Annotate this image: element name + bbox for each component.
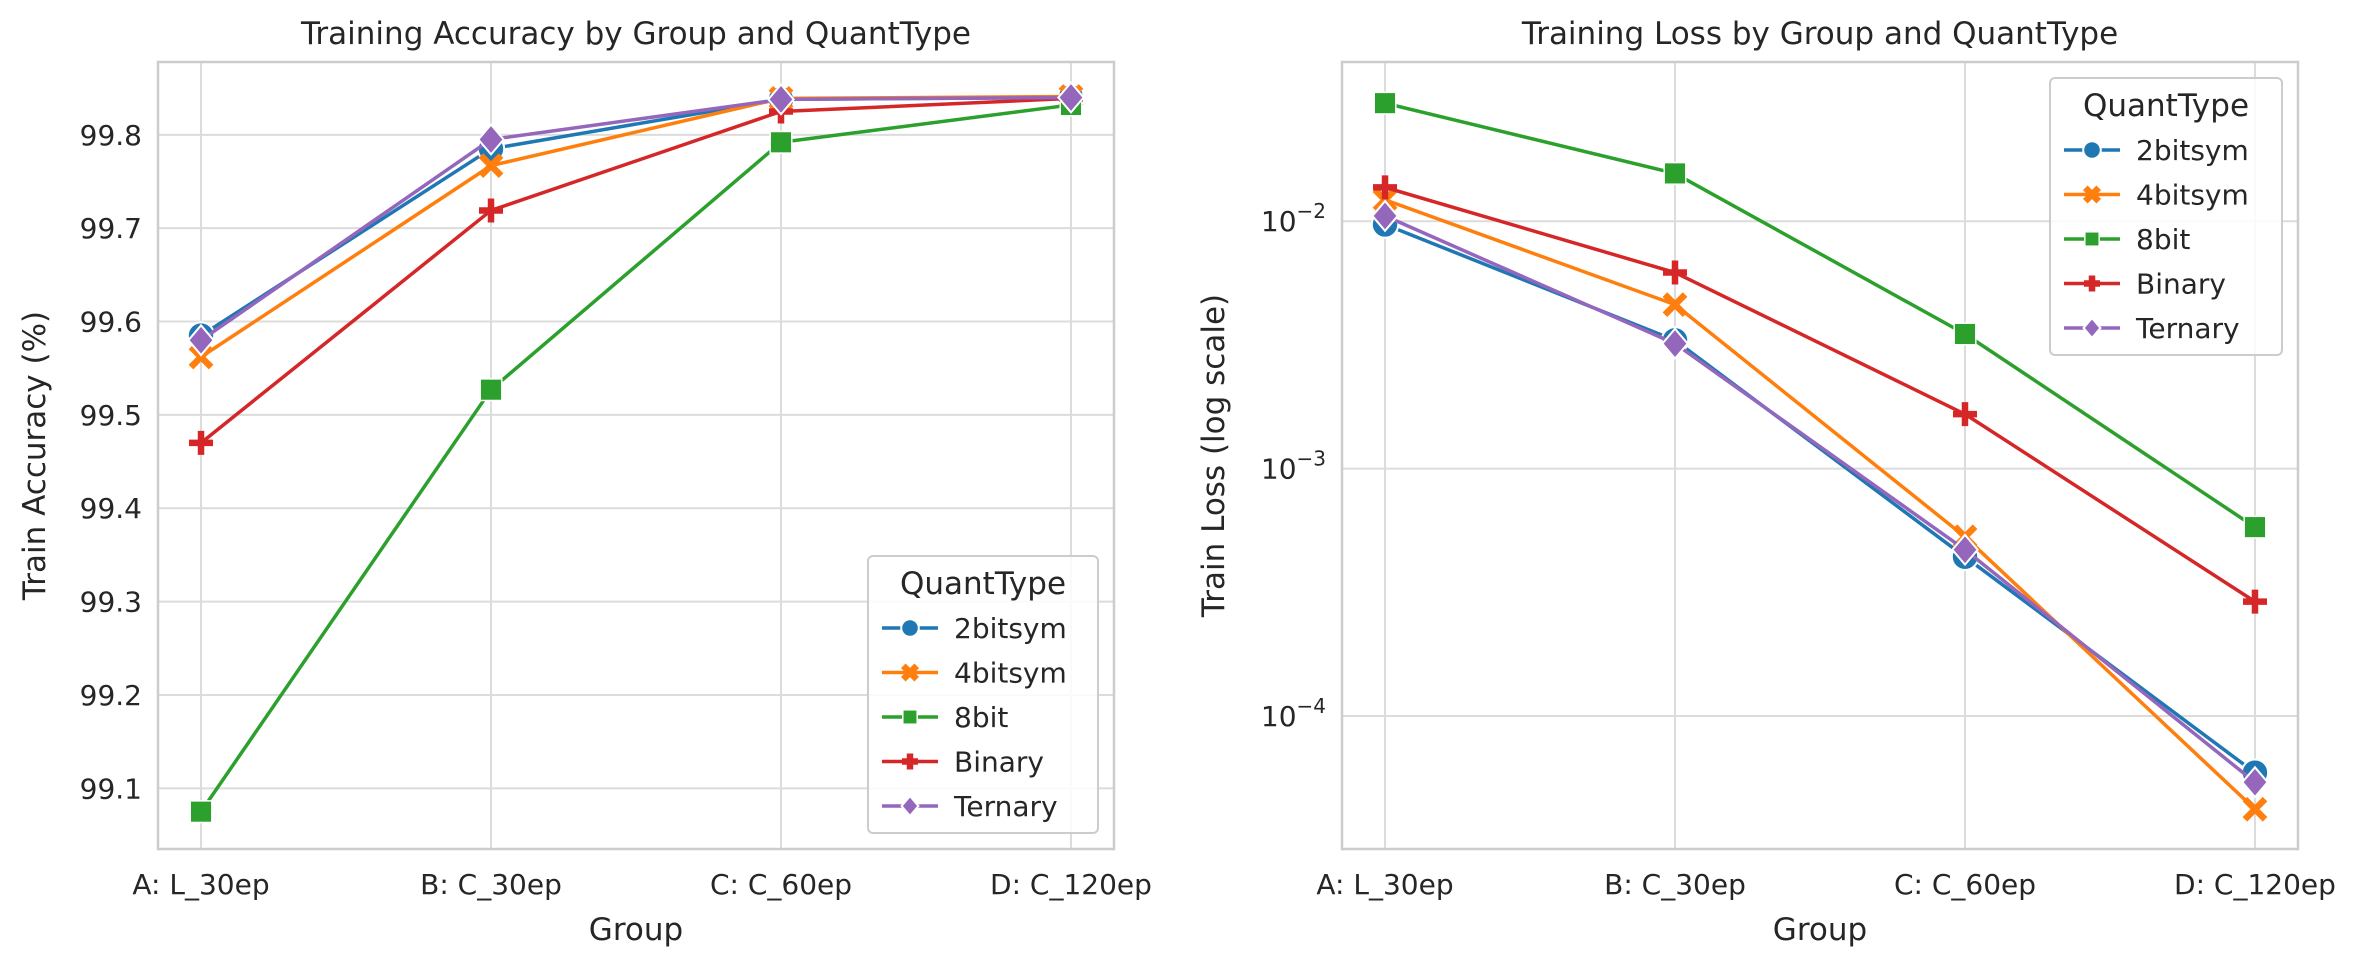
legend-label: 8bit: [2136, 223, 2190, 256]
legend: QuantType 2bitsym 4bitsym 8bit Binary Ternary: [867, 555, 1099, 834]
legend-marker: [2082, 185, 2102, 204]
y-tick-base: 10: [1261, 700, 1297, 733]
y-axis-label: Train Accuracy (%): [17, 311, 53, 601]
x-axis-label: Group: [589, 912, 683, 948]
x-tick-label: D: C_120ep: [2174, 868, 2336, 901]
legend-marker: [2084, 231, 2100, 247]
data-point: [1373, 175, 1398, 200]
legend-marker: [900, 794, 920, 818]
data-point: [767, 82, 795, 116]
series-Ternary: [1371, 199, 2269, 799]
x-tick-label: A: L_30ep: [132, 868, 269, 901]
chart-title: Training Loss by Group and QuantType: [1521, 16, 2118, 52]
legend-marker: [2082, 316, 2102, 340]
data-point: [2243, 515, 2267, 539]
legend-marker: [902, 709, 918, 725]
series-8bit: [1373, 91, 2267, 539]
data-point: [1371, 199, 1399, 233]
legend-label: Ternary: [953, 790, 1058, 823]
data-point: [477, 123, 505, 156]
y-tick-exponent: −3: [1297, 447, 1326, 471]
series-Binary: [1373, 175, 2267, 614]
data-point: [1661, 327, 1689, 361]
data-point: [189, 800, 213, 824]
legend-label: 2bitsym: [2136, 134, 2249, 167]
legend-label: Ternary: [2135, 312, 2240, 345]
data-point: [1952, 402, 1977, 427]
legend-label: Binary: [2136, 268, 2226, 301]
legend: QuantType 2bitsym 4bitsym 8bit Binary Ternary: [2049, 77, 2283, 356]
data-point: [189, 430, 214, 455]
y-tick-label: 99.1: [80, 772, 142, 805]
data-point: [769, 130, 793, 154]
chart-panel-1: A: L_30ep B: C_30ep C: C_60ep D: C_120ep 99.…: [17, 16, 1152, 948]
y-tick-base: 10: [1261, 453, 1297, 486]
y-tick-label: 99.5: [80, 399, 142, 432]
y-tick-label: 99.4: [80, 492, 142, 525]
legend-box: [2049, 77, 2283, 356]
data-point: [1663, 161, 1687, 185]
plot-frame: [1340, 60, 2300, 851]
series-8bit: [189, 93, 1083, 824]
legend-label: 8bit: [954, 701, 1008, 734]
data-point: [1953, 322, 1977, 346]
series-line: [1384, 101, 2256, 529]
series-line: [200, 95, 1071, 342]
y-tick-label: 99.8: [80, 119, 142, 152]
y-tick-exponent: −2: [1297, 199, 1326, 223]
data-point: [187, 323, 215, 357]
x-axis-label: Group: [1773, 912, 1867, 948]
series-line: [1384, 185, 2256, 604]
y-tick-label: 10−4: [1261, 694, 1326, 733]
data-point: [1057, 81, 1085, 114]
x-tick-label: C: C_60ep: [1894, 868, 2036, 901]
series-line: [1384, 214, 2257, 784]
series-line: [199, 103, 1072, 813]
data-point: [1373, 91, 1397, 115]
data-point: [2242, 589, 2267, 614]
legend-label: 4bitsym: [2136, 179, 2249, 212]
legend-marker: [900, 663, 920, 682]
legend-marker: [900, 618, 920, 638]
x-tick-label: B: C_30ep: [1604, 868, 1746, 901]
y-tick-label: 10−2: [1261, 199, 1326, 238]
legend-label: 4bitsym: [954, 657, 1067, 690]
series-line: [199, 96, 1072, 445]
y-tick-label: 99.6: [80, 306, 142, 339]
plot-frame: [156, 60, 1116, 851]
legend-title: QuantType: [2083, 88, 2249, 124]
data-point: [1662, 292, 1688, 318]
data-point: [1951, 533, 1979, 567]
legend-label: 2bitsym: [954, 612, 1067, 645]
series-Ternary: [187, 81, 1085, 357]
legend-label: Binary: [954, 746, 1044, 779]
y-tick-label: 99.2: [80, 679, 142, 712]
legend-box: [867, 555, 1099, 834]
y-tick-label: 10−3: [1261, 447, 1326, 486]
data-point: [479, 198, 504, 223]
series-line: [1384, 198, 2257, 811]
legend-marker: [2082, 140, 2102, 160]
data-point: [478, 153, 504, 179]
data-point: [188, 344, 214, 370]
y-tick-label: 99.7: [80, 212, 142, 245]
chart-title: Training Accuracy by Group and QuantType: [300, 16, 971, 52]
y-tick-base: 10: [1261, 205, 1297, 238]
data-point: [1663, 260, 1688, 285]
x-tick-label: D: C_120ep: [990, 868, 1152, 901]
legend-marker: [902, 753, 918, 770]
x-tick-label: A: L_30ep: [1316, 868, 1453, 901]
data-point: [2241, 765, 2269, 799]
y-tick-exponent: −4: [1297, 694, 1326, 718]
x-tick-label: B: C_30ep: [420, 868, 562, 901]
data-point: [479, 378, 503, 402]
y-axis-label: Train Loss (log scale): [1196, 294, 1232, 618]
chart-panel-2: A: L_30ep B: C_30ep C: C_60ep D: C_120ep10−…: [1196, 16, 2336, 948]
legend-title: QuantType: [900, 566, 1066, 602]
x-tick-label: C: C_60ep: [710, 868, 852, 901]
data-point: [2242, 796, 2268, 822]
y-tick-label: 99.3: [80, 586, 142, 619]
legend-marker: [2084, 275, 2100, 292]
